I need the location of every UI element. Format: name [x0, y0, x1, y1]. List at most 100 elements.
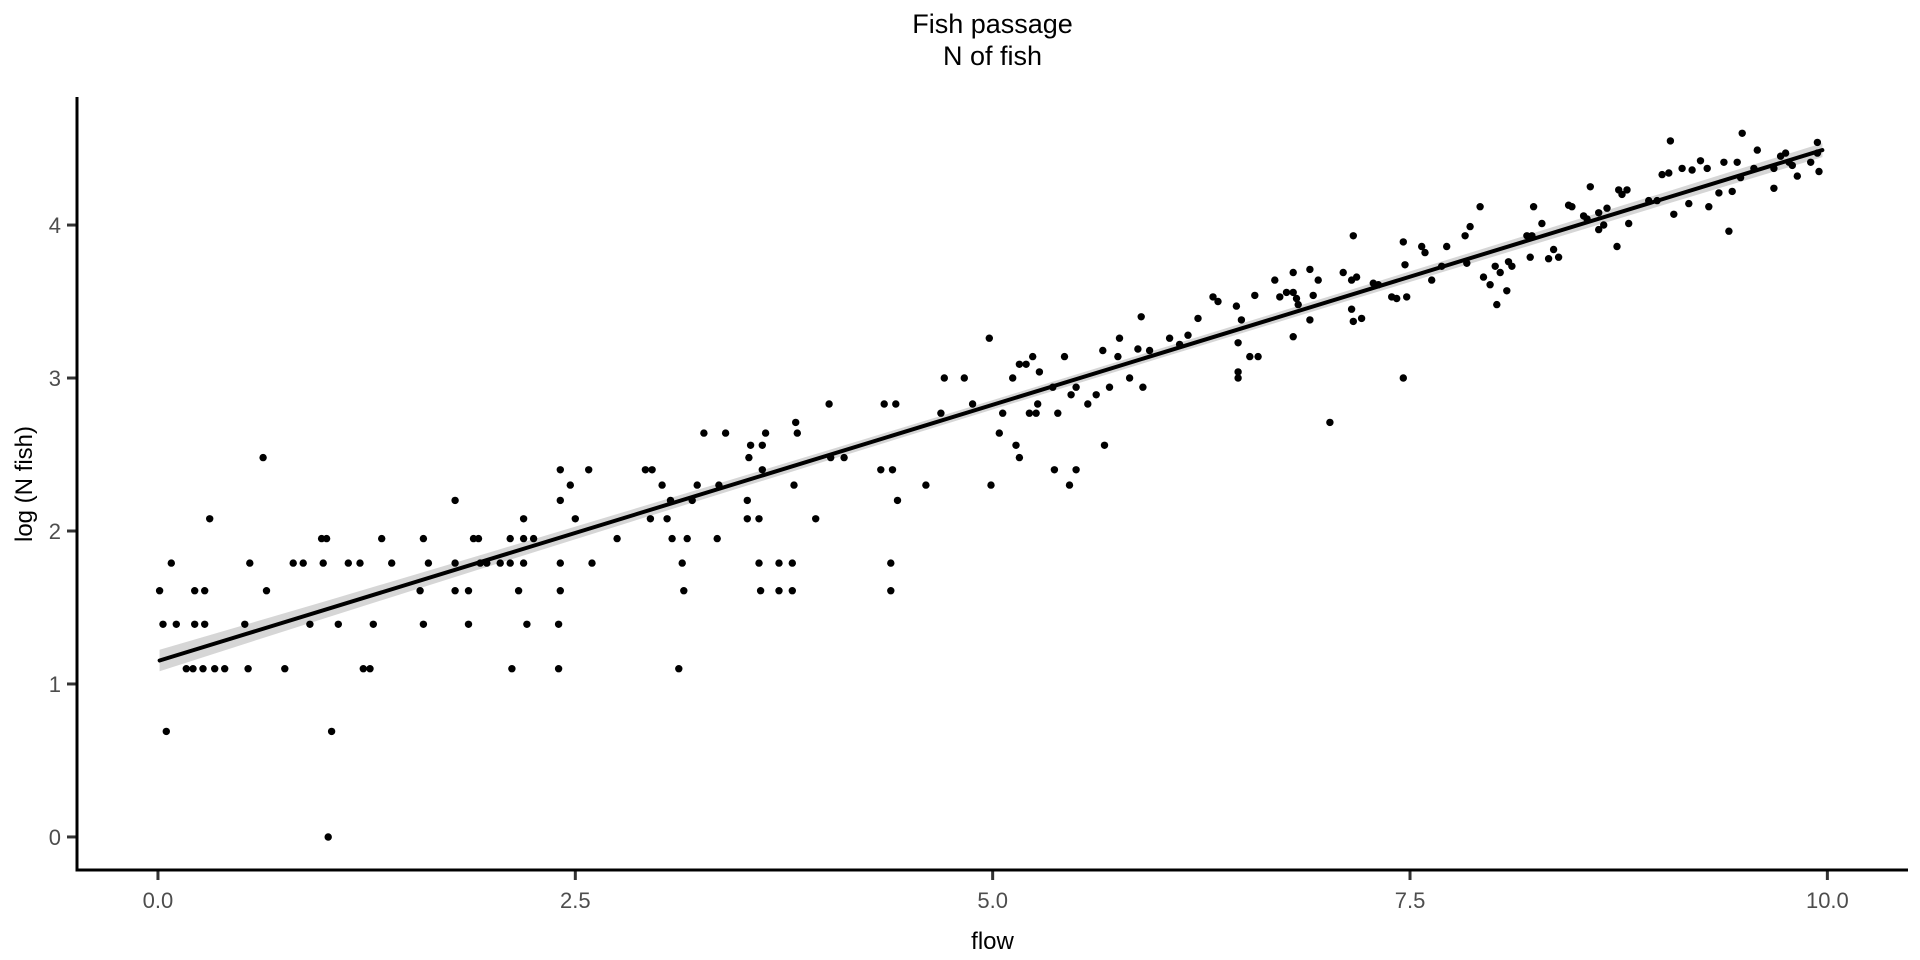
- data-point: [880, 400, 888, 408]
- data-point: [211, 665, 219, 673]
- data-point: [1347, 305, 1356, 313]
- data-point: [366, 665, 374, 673]
- data-point: [324, 833, 332, 841]
- data-point: [1753, 146, 1762, 154]
- data-point: [1438, 262, 1446, 270]
- data-point: [713, 534, 721, 543]
- data-point: [746, 441, 755, 449]
- data-point: [995, 429, 1003, 437]
- data-point: [1339, 268, 1347, 277]
- data-point: [680, 587, 688, 595]
- data-point: [1428, 276, 1436, 284]
- data-point: [668, 534, 676, 543]
- data-point: [1466, 222, 1474, 231]
- data-point: [556, 587, 564, 595]
- data-point: [585, 466, 593, 474]
- data-point: [496, 559, 504, 567]
- data-point: [1496, 268, 1504, 277]
- data-point: [1214, 297, 1222, 306]
- data-point: [1685, 199, 1693, 208]
- data-point: [451, 496, 459, 505]
- data-point: [1793, 172, 1802, 180]
- data-point: [519, 559, 528, 567]
- data-point: [1145, 346, 1154, 355]
- data-point: [241, 620, 249, 628]
- data-point: [554, 620, 563, 628]
- data-point: [1403, 293, 1411, 301]
- data-point: [1209, 293, 1217, 301]
- data-point: [1538, 219, 1546, 228]
- x-tick-label: 5.0: [977, 888, 1008, 913]
- data-point: [743, 515, 751, 523]
- data-point: [189, 665, 197, 673]
- data-point: [378, 534, 386, 543]
- data-point: [1114, 352, 1122, 361]
- data-point: [1625, 219, 1633, 228]
- data-point: [419, 620, 428, 628]
- data-point: [1568, 203, 1576, 211]
- x-axis-title: flow: [971, 928, 1014, 955]
- data-point: [1554, 253, 1563, 261]
- data-point: [1399, 238, 1408, 246]
- data-point: [319, 559, 327, 567]
- data-point: [1234, 368, 1242, 376]
- data-point: [683, 534, 691, 543]
- data-point: [1015, 453, 1024, 462]
- data-point: [788, 559, 796, 567]
- data-point: [792, 418, 800, 427]
- data-point: [1054, 409, 1062, 417]
- data-point: [1105, 383, 1114, 391]
- data-point: [1012, 441, 1020, 449]
- data-point: [529, 534, 538, 543]
- data-point: [999, 409, 1007, 417]
- data-point: [327, 727, 336, 736]
- data-point: [1292, 294, 1301, 303]
- data-point: [334, 620, 342, 628]
- data-point: [451, 559, 459, 567]
- data-point: [172, 620, 180, 628]
- data-point: [1289, 333, 1297, 341]
- data-point: [1595, 209, 1603, 217]
- data-point: [1479, 273, 1488, 281]
- data-point: [1276, 293, 1284, 301]
- data-point: [892, 400, 900, 408]
- data-point: [162, 727, 170, 736]
- data-point: [1357, 314, 1366, 323]
- data-point: [1175, 340, 1184, 349]
- data-point: [1289, 288, 1297, 297]
- data-point: [1194, 314, 1202, 323]
- data-point: [1544, 255, 1553, 263]
- x-tick-label: 10.0: [1806, 888, 1849, 913]
- data-point: [1349, 232, 1358, 240]
- data-point: [1653, 196, 1661, 205]
- data-point: [322, 534, 331, 543]
- data-point: [554, 665, 563, 673]
- data-point: [1025, 409, 1034, 417]
- data-point: [1060, 352, 1069, 361]
- data-point: [191, 620, 199, 628]
- data-point: [1022, 360, 1030, 368]
- data-point: [937, 409, 945, 417]
- data-point: [793, 429, 801, 437]
- data-point: [756, 587, 765, 595]
- data-point: [1015, 360, 1024, 368]
- data-point: [419, 534, 428, 543]
- data-point: [745, 453, 753, 462]
- data-point: [758, 441, 766, 449]
- data-point: [1813, 149, 1822, 157]
- data-point: [1092, 391, 1100, 399]
- data-point: [1645, 196, 1653, 205]
- data-point: [648, 466, 656, 474]
- data-point: [1603, 204, 1611, 212]
- data-point: [359, 665, 367, 673]
- data-point: [658, 481, 666, 489]
- data-point: [508, 665, 516, 673]
- data-point: [221, 665, 229, 673]
- data-point: [1421, 248, 1429, 257]
- data-point: [1526, 253, 1534, 261]
- data-point: [1100, 441, 1109, 449]
- data-point: [1529, 203, 1538, 211]
- y-tick-label: 4: [49, 213, 61, 238]
- data-point: [666, 496, 675, 505]
- regression-line: [157, 148, 1825, 663]
